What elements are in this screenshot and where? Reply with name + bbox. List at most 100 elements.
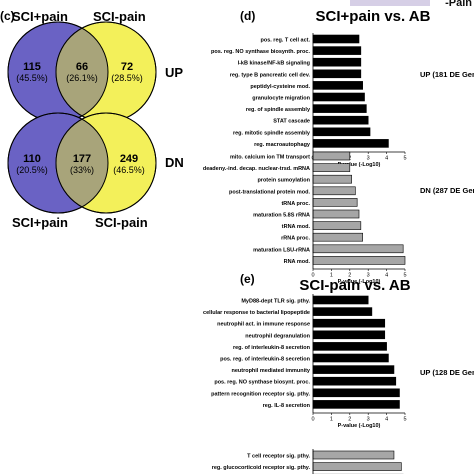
bar bbox=[312, 376, 397, 386]
top-gradient-strip bbox=[350, 0, 430, 6]
category-label: pos. reg. NO synthase biosynth. proc. bbox=[211, 49, 310, 55]
bar bbox=[312, 330, 386, 340]
category-label: neutrophil act. in immune response bbox=[217, 322, 310, 328]
venn-dn-overlap-pct: (33%) bbox=[70, 165, 94, 175]
venn-up-overlap-pct: (26.1%) bbox=[66, 73, 98, 83]
venn-up-tag: UP bbox=[165, 65, 183, 80]
bar bbox=[312, 365, 395, 374]
venn-dn-overlap bbox=[56, 113, 108, 213]
x-tick-label: 5 bbox=[403, 273, 406, 279]
venn-dn-left-title: SCI+pain bbox=[12, 215, 68, 230]
bar bbox=[312, 163, 351, 172]
x-tick-label: 0 bbox=[311, 273, 314, 279]
top-strip-label: -Pain bbox=[445, 0, 472, 9]
x-tick-label: 4 bbox=[385, 156, 388, 162]
venn-up-right-count: 72 bbox=[121, 61, 133, 73]
category-label: reg. of spindle assembly bbox=[246, 107, 311, 113]
bar bbox=[312, 198, 358, 207]
chart-title: SCI+pain vs. AB bbox=[316, 8, 431, 25]
category-label: pattern recognition receptor sig. pthy. bbox=[211, 391, 310, 397]
x-axis-label: P-value (-Log10) bbox=[338, 279, 381, 285]
venn-dn-left-pct: (20.5%) bbox=[16, 165, 48, 175]
bar bbox=[312, 221, 362, 230]
bar bbox=[312, 318, 386, 328]
group-label: UP (181 DE Genes) bbox=[420, 70, 474, 79]
bar bbox=[312, 307, 373, 316]
category-label: granulocyte migration bbox=[252, 96, 310, 102]
bar bbox=[312, 57, 362, 67]
venn-dn-right-pct: (46.5%) bbox=[113, 165, 145, 175]
venn-up-left-title: SCI+pain bbox=[12, 9, 68, 24]
x-tick-label: 1 bbox=[330, 273, 333, 279]
category-label: reg. macroautophagy bbox=[254, 142, 311, 148]
bar bbox=[312, 151, 351, 161]
category-label: pos. reg. T cell act. bbox=[260, 38, 310, 44]
x-tick-label: 5 bbox=[403, 156, 406, 162]
category-label: neutrophil degranulation bbox=[245, 333, 310, 339]
bar bbox=[312, 69, 362, 79]
bar bbox=[312, 34, 360, 44]
venn-up-left-pct: (45.5%) bbox=[16, 73, 48, 83]
category-label: peptidyl-cysteine mod. bbox=[250, 84, 310, 90]
category-label: RNA mod. bbox=[284, 259, 311, 265]
category-label: post-translational protein mod. bbox=[229, 189, 310, 195]
bar bbox=[312, 295, 369, 305]
bar bbox=[312, 139, 389, 148]
category-label: deadeny.-ind. decap. nuclear-trsd. mRNA bbox=[203, 166, 310, 172]
x-tick-label: 3 bbox=[367, 273, 370, 279]
x-tick-label: 0 bbox=[311, 417, 314, 423]
x-tick-label: 2 bbox=[348, 273, 351, 279]
panel-letter: (d) bbox=[240, 9, 255, 23]
x-tick-label: 5 bbox=[403, 417, 406, 423]
category-label: rRNA proc. bbox=[281, 236, 310, 242]
category-label: protein sumoylation bbox=[257, 178, 310, 184]
bar bbox=[312, 127, 371, 137]
bar bbox=[312, 400, 400, 409]
bar bbox=[312, 342, 387, 351]
x-tick-label: 4 bbox=[385, 273, 388, 279]
venn-up-overlap-count: 66 bbox=[76, 61, 88, 73]
bar bbox=[312, 174, 352, 184]
chart-title: SCI-pain vs. AB bbox=[299, 277, 410, 294]
bar bbox=[312, 462, 402, 471]
venn-dn-right-title: SCI-pain bbox=[95, 215, 148, 230]
category-label: STAT cascade bbox=[273, 119, 310, 125]
x-tick-label: 3 bbox=[367, 417, 370, 423]
category-label: I-kB kinase/NF-kB signaling bbox=[238, 61, 310, 67]
venn-dn-right-count: 249 bbox=[120, 153, 138, 165]
x-tick-label: 4 bbox=[385, 417, 388, 423]
bar bbox=[312, 244, 404, 254]
bar bbox=[312, 450, 395, 460]
category-label: reg. glucocorticoid receptor sig. pthy. bbox=[212, 465, 311, 471]
bar bbox=[312, 353, 389, 363]
x-tick-label: 3 bbox=[367, 156, 370, 162]
panel-letter: (e) bbox=[240, 272, 255, 286]
bar bbox=[312, 232, 363, 242]
panel-c-letter: (c) bbox=[0, 9, 15, 23]
bar bbox=[312, 46, 362, 55]
venn-up-overlap bbox=[56, 22, 108, 122]
category-label: reg. mitotic spindle assembly bbox=[233, 130, 311, 136]
bar bbox=[312, 209, 360, 219]
category-label: tRNA mod. bbox=[282, 224, 311, 230]
category-label: neutrophil mediated immunity bbox=[231, 368, 310, 374]
category-label: tRNA proc. bbox=[281, 201, 310, 207]
venn-up-right-pct: (28.5%) bbox=[111, 73, 143, 83]
bar bbox=[312, 186, 356, 196]
category-label: reg. type B pancreatic cell dev. bbox=[230, 72, 311, 78]
category-label: cellular response to bacterial lipopepti… bbox=[203, 310, 310, 316]
venn-dn-left-count: 110 bbox=[23, 153, 41, 165]
category-label: maturation LSU-rRNA bbox=[253, 247, 310, 253]
category-label: reg. of interleukin-8 secretion bbox=[233, 345, 311, 351]
x-tick-label: 2 bbox=[348, 417, 351, 423]
x-tick-label: 1 bbox=[330, 417, 333, 423]
x-axis-label: P-value (-Log10) bbox=[338, 162, 381, 168]
bar bbox=[312, 92, 365, 102]
category-label: MyD88-dept TLR sig. pthy. bbox=[241, 299, 310, 305]
group-label: DN (287 DE Genes) bbox=[420, 186, 474, 195]
category-label: reg. IL-8 secretion bbox=[263, 403, 311, 409]
x-axis-label: P-value (-Log10) bbox=[338, 423, 381, 429]
venn-up-right-title: SCI-pain bbox=[93, 9, 146, 24]
